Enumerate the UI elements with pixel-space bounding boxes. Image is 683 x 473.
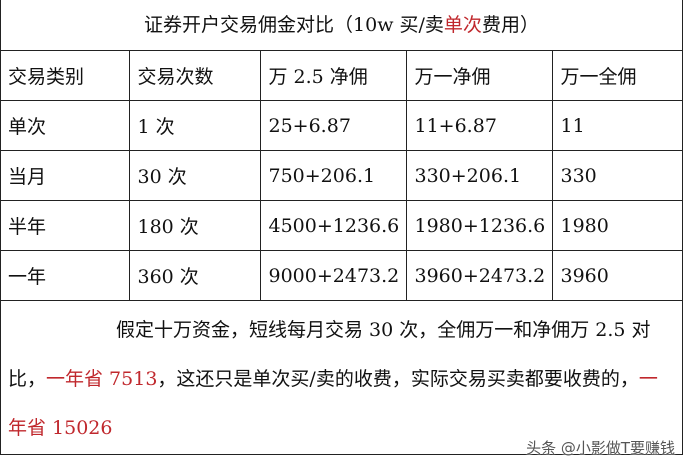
footer-highlight: 一年省 7513 bbox=[46, 368, 158, 390]
table-cell: 1980+1236.6 bbox=[405, 200, 553, 251]
header-cell: 万一净佣 bbox=[405, 50, 553, 101]
table-cell: 当月 bbox=[0, 150, 130, 201]
table-cell: 单次 bbox=[0, 100, 130, 151]
table-row: 一年 360 次 9000+2473.2 3960+2473.2 3960 bbox=[0, 250, 683, 301]
table-cell: 一年 bbox=[0, 250, 130, 301]
footer-note: 假定十万资金，短线每月交易 30 次，全佣万一和净佣万 2.5 对比，一年省 7… bbox=[8, 306, 676, 453]
watermark: 头条 @小影做T要赚钱 bbox=[526, 439, 675, 457]
title-text: 证券开户交易佣金对比（10w 买/卖 bbox=[144, 14, 444, 36]
header-row: 交易类别 交易次数 万 2.5 净佣 万一净佣 万一全佣 bbox=[0, 50, 683, 101]
footer-text: ，这还只是单次买/卖的收费，实际交易买卖都要收费的， bbox=[157, 368, 639, 390]
table-cell: 1 次 bbox=[128, 100, 261, 151]
table-cell: 4500+1236.6 bbox=[259, 200, 407, 251]
table-row: 单次 1 次 25+6.87 11+6.87 11 bbox=[0, 100, 683, 151]
table-cell: 3960 bbox=[551, 250, 683, 301]
table-cell: 330 bbox=[551, 150, 683, 201]
table-cell: 180 次 bbox=[128, 200, 261, 251]
table-cell: 330+206.1 bbox=[405, 150, 553, 201]
title-highlight: 单次 bbox=[443, 14, 482, 36]
header-cell: 万 2.5 净佣 bbox=[259, 50, 407, 101]
table-cell: 25+6.87 bbox=[259, 100, 407, 151]
footer-highlight: 一年省 15026 bbox=[8, 368, 658, 439]
table-cell: 半年 bbox=[0, 200, 130, 251]
table-title: 证券开户交易佣金对比（10w 买/卖单次费用） bbox=[0, 0, 683, 50]
header-cell: 交易次数 bbox=[128, 50, 261, 101]
table-row: 半年 180 次 4500+1236.6 1980+1236.6 1980 bbox=[0, 200, 683, 251]
table-cell: 360 次 bbox=[128, 250, 261, 301]
table-cell: 1980 bbox=[551, 200, 683, 251]
table-cell: 30 次 bbox=[128, 150, 261, 201]
header-cell: 万一全佣 bbox=[551, 50, 683, 101]
table-cell: 9000+2473.2 bbox=[259, 250, 407, 301]
table-cell: 3960+2473.2 bbox=[405, 250, 553, 301]
header-cell: 交易类别 bbox=[0, 50, 130, 101]
table-cell: 11+6.87 bbox=[405, 100, 553, 151]
table-cell: 750+206.1 bbox=[259, 150, 407, 201]
commission-table: 交易类别 交易次数 万 2.5 净佣 万一净佣 万一全佣 单次 1 次 25+6.8… bbox=[0, 50, 683, 301]
table-cell: 11 bbox=[551, 100, 683, 151]
title-suffix: 费用） bbox=[481, 14, 539, 36]
footer-text: 假定十万资金，短线每月交易 30 次，全佣万一和净佣万 2.5 对比， bbox=[8, 319, 651, 390]
table-row: 当月 30 次 750+206.1 330+206.1 330 bbox=[0, 150, 683, 201]
